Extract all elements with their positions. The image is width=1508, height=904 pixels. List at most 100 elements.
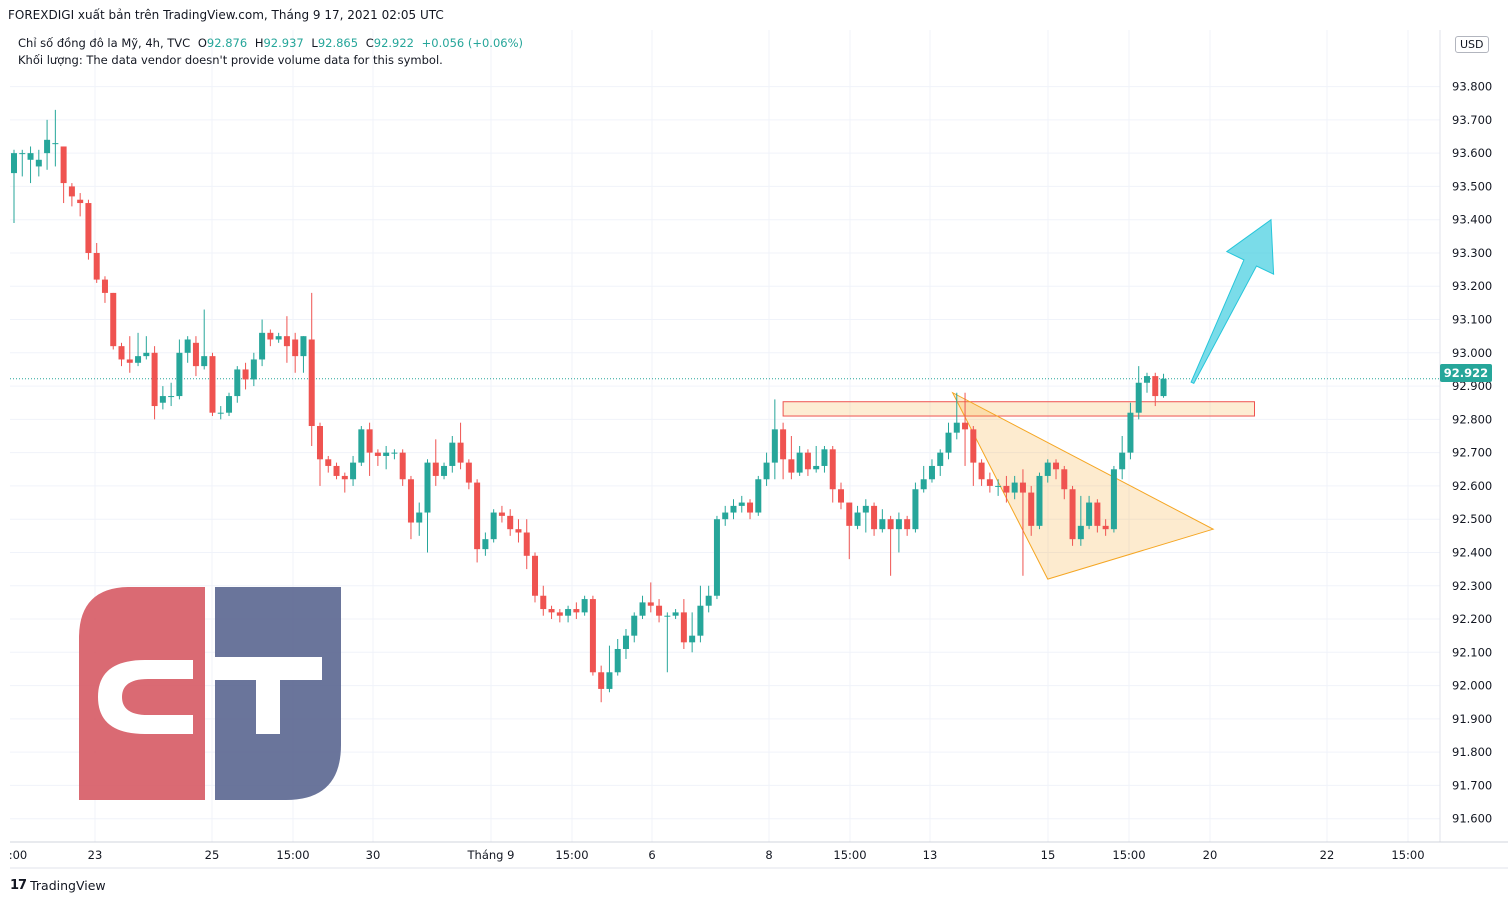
candle-up bbox=[771, 399, 778, 480]
candle-down bbox=[838, 482, 844, 510]
candle-body bbox=[474, 482, 481, 550]
candle-down bbox=[325, 455, 332, 473]
candle-up bbox=[796, 445, 803, 476]
time-tick-label: 15:00 bbox=[1112, 848, 1145, 862]
last-price-tag: 92.922 bbox=[1440, 364, 1492, 382]
candle-up bbox=[614, 639, 621, 676]
candle-body bbox=[763, 462, 770, 480]
candle-up bbox=[705, 585, 712, 613]
candle-up bbox=[697, 585, 704, 643]
brand-name[interactable]: TradingView bbox=[30, 878, 106, 893]
candle-body bbox=[854, 512, 861, 526]
candle-up bbox=[176, 339, 183, 400]
candle-up bbox=[953, 392, 960, 440]
candle-up bbox=[449, 436, 456, 473]
candle-body bbox=[27, 153, 34, 160]
candle-down bbox=[374, 449, 381, 466]
candle-up bbox=[275, 332, 282, 343]
candle-up bbox=[35, 149, 42, 177]
candle-down bbox=[101, 276, 108, 303]
price-tick-label: 92.000 bbox=[1452, 679, 1492, 693]
time-tick-label: 30 bbox=[366, 848, 381, 862]
price-tick-label: 93.000 bbox=[1452, 346, 1492, 360]
candle-body bbox=[325, 459, 332, 466]
candle-body bbox=[68, 186, 75, 197]
candle-up bbox=[416, 502, 423, 536]
candle-body bbox=[1069, 489, 1076, 540]
candle-body bbox=[928, 465, 935, 480]
candle-body bbox=[796, 452, 803, 473]
candle-body bbox=[738, 502, 745, 506]
candle-down bbox=[1053, 459, 1060, 480]
candle-body bbox=[1127, 412, 1134, 453]
candle-body bbox=[606, 672, 613, 689]
candle-body bbox=[143, 352, 150, 357]
candle-body bbox=[871, 505, 878, 530]
candle-down bbox=[788, 436, 795, 480]
candle-up bbox=[565, 605, 572, 623]
candle-body bbox=[879, 519, 886, 530]
close-value: 92.922 bbox=[373, 36, 414, 50]
candle-up bbox=[995, 479, 1002, 496]
candle-body bbox=[168, 396, 175, 398]
candle-body bbox=[85, 203, 92, 253]
candle-body bbox=[93, 252, 100, 280]
candle-up bbox=[159, 386, 166, 410]
candle-down bbox=[267, 329, 274, 347]
candle-up bbox=[821, 445, 828, 473]
time-tick-label: 15:00 bbox=[1391, 848, 1424, 862]
time-tick-label: 6 bbox=[648, 848, 655, 862]
currency-button[interactable]: USD bbox=[1455, 36, 1489, 53]
candle-body bbox=[507, 515, 514, 530]
candle-down bbox=[110, 292, 117, 350]
symbol-name[interactable]: Chỉ số đồng đô la Mỹ, 4h, TVC bbox=[18, 36, 191, 50]
candle-down bbox=[986, 472, 993, 493]
time-tick-label: 8 bbox=[765, 848, 772, 862]
candle-down bbox=[1019, 469, 1026, 576]
candle-body bbox=[1086, 502, 1093, 526]
candle-up bbox=[879, 509, 886, 533]
candle-down bbox=[573, 602, 580, 620]
candle-body bbox=[705, 595, 712, 606]
candle-body bbox=[1160, 378, 1167, 397]
candle-body bbox=[391, 452, 398, 454]
candle-body bbox=[887, 519, 894, 530]
candle-body bbox=[581, 599, 588, 613]
candle-body bbox=[1061, 469, 1068, 490]
time-tick-label: 15:00 bbox=[833, 848, 866, 862]
time-tick-label: 15:00 bbox=[555, 848, 588, 862]
candle-body bbox=[424, 462, 431, 513]
publisher-line: FOREXDIGI xuất bản trên TradingView.com,… bbox=[8, 8, 444, 22]
candle-up bbox=[928, 459, 935, 483]
candle-up bbox=[631, 612, 638, 643]
candle-down bbox=[85, 199, 92, 260]
candle-body bbox=[333, 465, 340, 476]
candle-down bbox=[1102, 519, 1109, 536]
candle-body bbox=[441, 465, 448, 476]
candle-up bbox=[1077, 495, 1084, 546]
candle-down bbox=[747, 499, 754, 520]
candle-down bbox=[474, 479, 481, 563]
candle-body bbox=[77, 199, 84, 204]
footer: 17 TradingView bbox=[10, 878, 106, 893]
candle-up bbox=[52, 109, 59, 167]
candle-down bbox=[465, 459, 472, 490]
candle-up bbox=[27, 146, 34, 184]
candle-down bbox=[532, 552, 539, 603]
logo-red-block bbox=[79, 587, 205, 800]
candle-up bbox=[234, 366, 241, 403]
candle-body bbox=[498, 512, 505, 516]
time-tick-label: 22 bbox=[1320, 848, 1335, 862]
candle-body bbox=[11, 153, 17, 174]
candle-down bbox=[341, 472, 348, 493]
candle-body bbox=[192, 342, 199, 367]
candle-down bbox=[1028, 485, 1035, 536]
candle-body bbox=[242, 369, 249, 380]
candle-down bbox=[93, 242, 100, 283]
candle-up bbox=[1135, 366, 1142, 420]
candle-up bbox=[143, 336, 150, 360]
candle-body bbox=[217, 412, 224, 414]
candle-down bbox=[457, 422, 464, 470]
candle-body bbox=[201, 356, 208, 367]
